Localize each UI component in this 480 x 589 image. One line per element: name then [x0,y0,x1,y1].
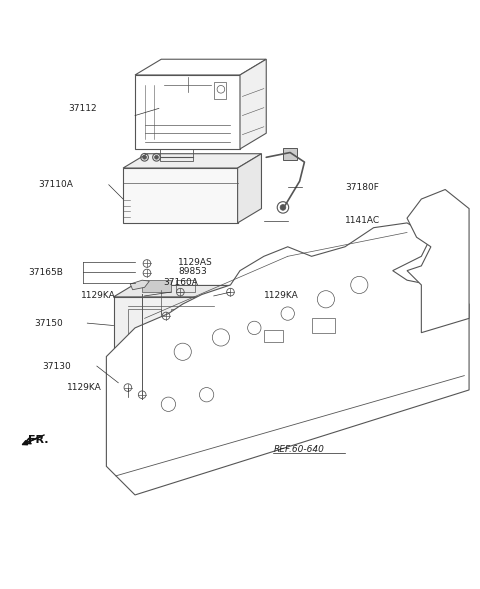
Text: FR.: FR. [28,435,48,445]
Bar [123,168,238,223]
Text: REF.60-640: REF.60-640 [274,445,324,454]
Polygon shape [238,154,262,223]
Text: 37165B: 37165B [28,267,63,277]
Bar [160,149,193,161]
Bar [118,366,166,397]
Text: 37110A: 37110A [38,180,73,189]
Bar [128,309,161,342]
Text: 37160A: 37160A [164,278,199,287]
Bar [135,75,240,149]
Circle shape [155,155,158,159]
Polygon shape [228,286,247,354]
Text: 37112: 37112 [68,104,97,113]
Bar [283,148,297,160]
Bar [114,297,228,354]
Text: 1141AC: 1141AC [345,216,380,225]
Bar [171,309,204,342]
Polygon shape [166,359,178,397]
Text: 1129AS: 1129AS [178,257,213,267]
Text: 1129KA: 1129KA [67,383,102,392]
Circle shape [280,204,286,210]
Polygon shape [118,359,178,366]
Bar [214,82,226,99]
Text: 89853: 89853 [178,267,207,276]
Text: 37180F: 37180F [345,183,379,191]
Text: 37130: 37130 [42,362,71,370]
Bar [264,330,283,342]
Bar [176,280,195,292]
Text: 1129KA: 1129KA [81,292,116,300]
Polygon shape [107,223,469,495]
Text: 1129KA: 1129KA [264,292,299,300]
Bar [142,280,171,292]
Polygon shape [123,154,262,168]
Polygon shape [135,59,266,75]
Polygon shape [407,190,469,333]
Polygon shape [240,59,266,149]
Polygon shape [114,286,247,297]
Bar [312,319,336,333]
Circle shape [143,155,146,159]
Text: 37150: 37150 [35,319,63,327]
Polygon shape [130,280,149,290]
